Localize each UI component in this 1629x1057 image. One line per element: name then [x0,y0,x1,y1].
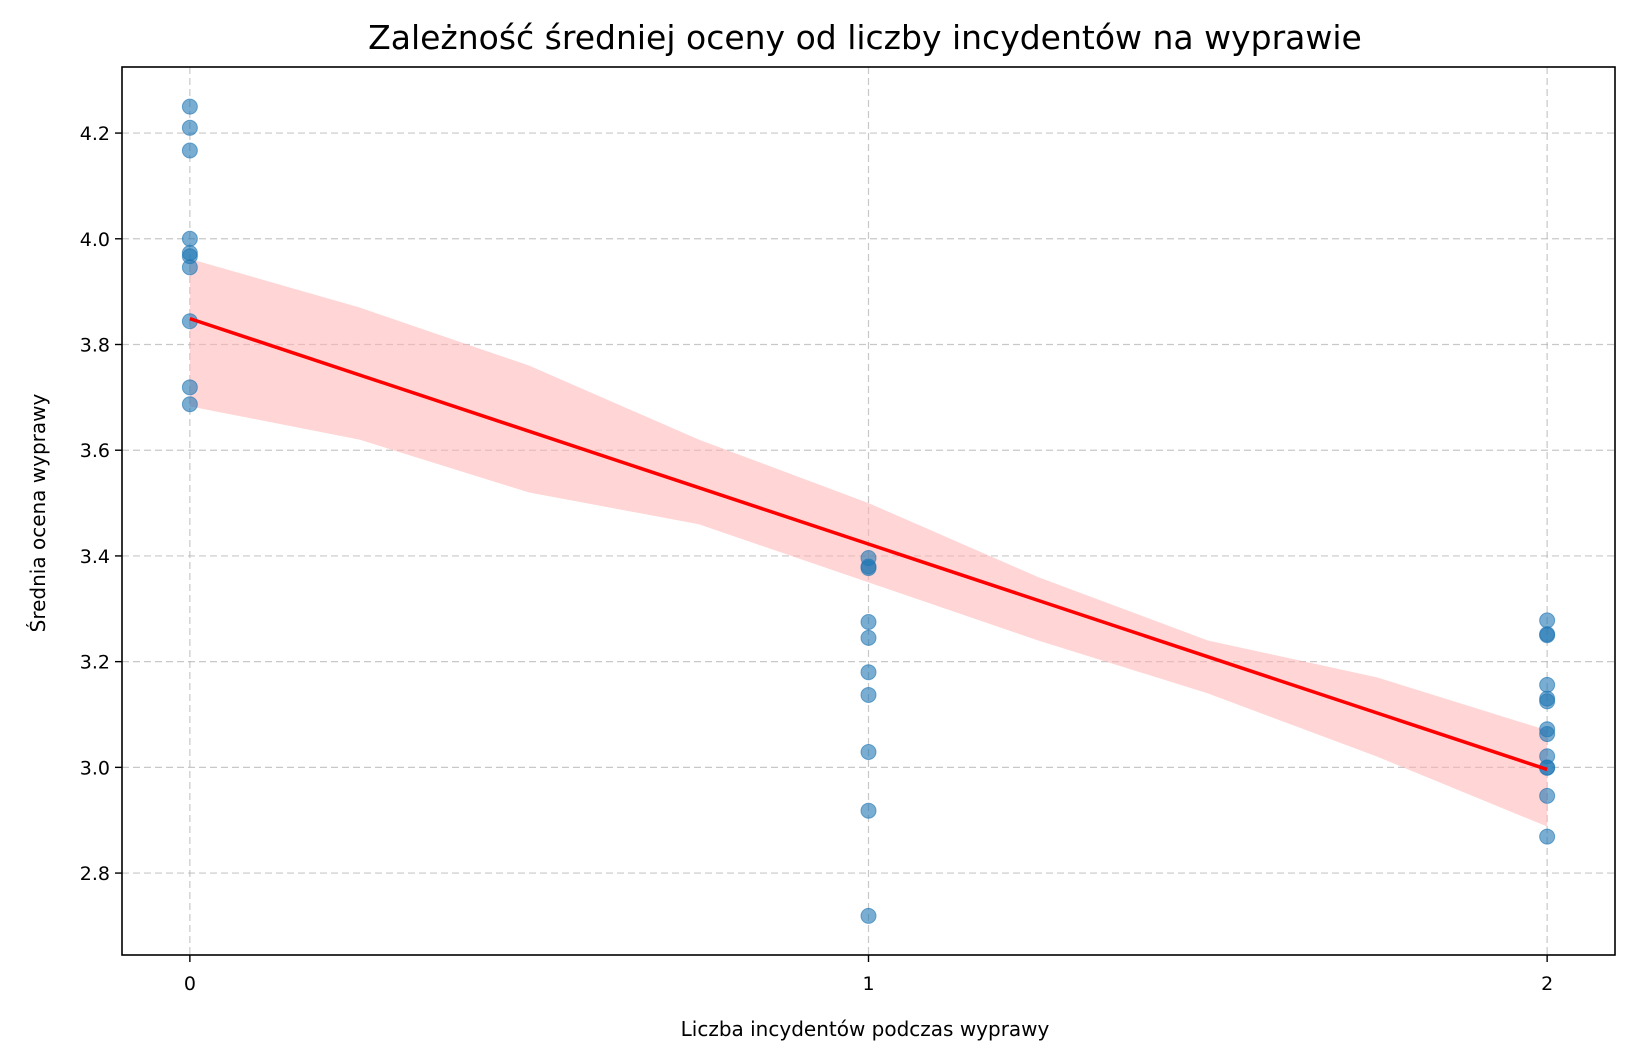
data-point [860,802,877,819]
data-point [181,119,198,136]
data-point [181,396,198,413]
data-point [1539,726,1556,743]
data-point [1539,676,1556,693]
data-point [860,744,877,761]
y-axis-ticks: 2.8 3.0 3.2 3.4 3.6 3.8 4.0 4.2 [80,123,122,885]
regression-line [189,316,1548,772]
data-point [1539,627,1556,644]
x-tick-label: 1 [862,973,874,995]
x-axis-label: Liczba incydentów podczas wyprawy [681,1017,1050,1041]
data-point [860,907,877,924]
y-axis-label: Średnia ocena wyprawy [26,393,50,632]
data-point [1539,612,1556,629]
data-point [860,686,877,703]
data-point [181,259,198,276]
data-points [181,98,1556,924]
data-point [181,230,198,247]
y-tick-label: 4.0 [80,229,110,251]
y-tick-label: 4.2 [80,123,110,145]
x-tick-label: 0 [184,973,196,995]
data-point [1539,787,1556,804]
chart-title: Zależność średniej oceny od liczby incyd… [368,18,1362,57]
data-point [860,614,877,630]
data-point [860,629,877,646]
data-point [1539,828,1556,845]
data-point [860,560,877,577]
y-tick-label: 3.4 [80,546,110,568]
data-point [181,98,198,115]
data-point [181,379,198,396]
y-tick-label: 3.8 [80,335,110,357]
x-tick-label: 2 [1541,973,1553,995]
y-tick-label: 3.6 [80,440,110,462]
data-point [1539,693,1556,710]
data-point [860,664,877,681]
y-tick-label: 3.2 [80,652,110,674]
data-point [181,142,198,159]
y-tick-label: 2.8 [80,863,110,885]
x-axis-ticks: 0 1 2 [184,955,1553,995]
y-tick-label: 3.0 [80,757,110,779]
